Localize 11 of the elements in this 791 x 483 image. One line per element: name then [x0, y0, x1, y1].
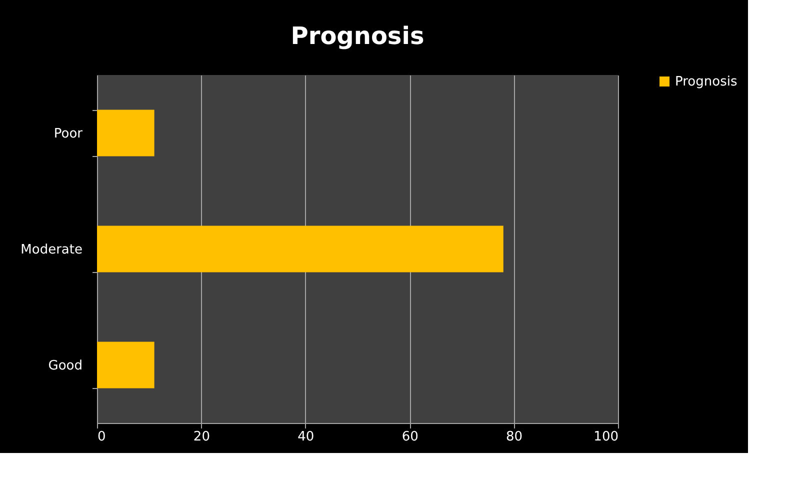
chart-title: Prognosis: [290, 22, 424, 50]
x-tick-label: 60: [402, 430, 418, 444]
x-tick-label: 20: [193, 430, 210, 444]
y-tick-label: Good: [48, 358, 82, 374]
legend-label: Prognosis: [675, 74, 738, 90]
y-tick-label: Poor: [54, 126, 84, 142]
y-tick-label: Moderate: [20, 242, 82, 258]
x-tick-label: 100: [594, 430, 618, 444]
x-tick-label: 80: [506, 430, 523, 444]
x-tick-label: 40: [298, 430, 314, 444]
x-tick-label: 0: [98, 430, 106, 444]
